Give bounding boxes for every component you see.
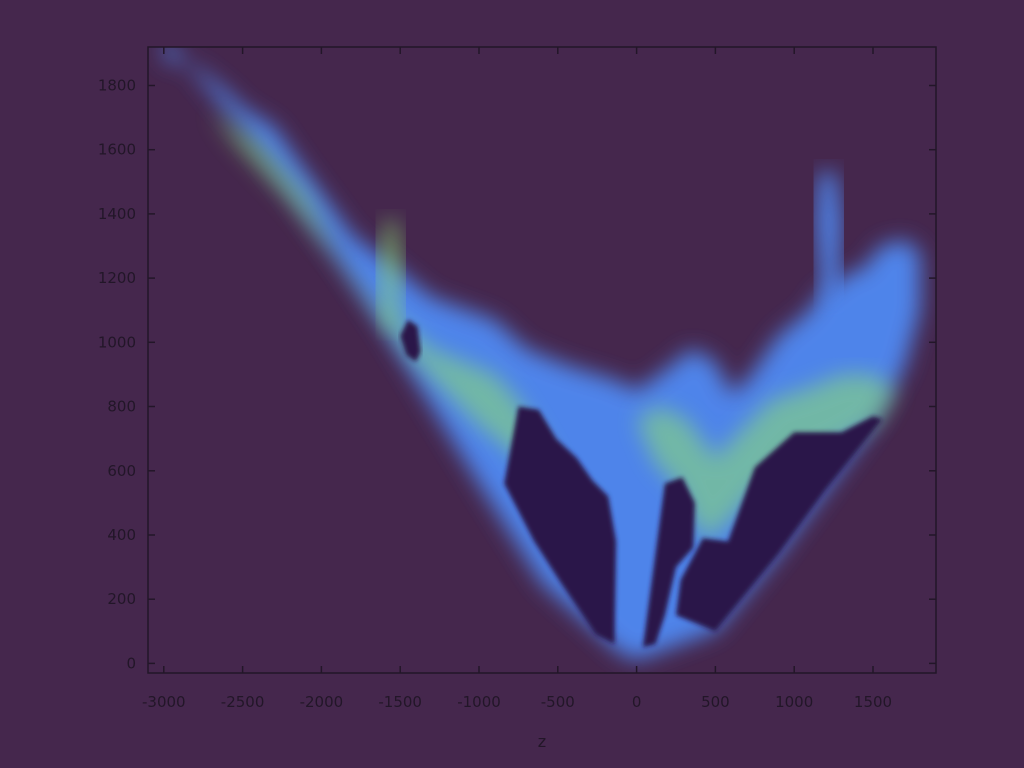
y-tick-label: 0 — [126, 654, 136, 672]
y-tick-label: 1600 — [98, 141, 136, 159]
x-tick-label: -500 — [541, 693, 575, 711]
heatmap-region-left-center-void — [504, 406, 617, 645]
x-tick-label: 500 — [701, 693, 730, 711]
x-axis: -3000 -2500 -2000 -1500 -1000 -500 0 500 1000 150… — [142, 47, 892, 711]
heatmap-region-upper-right-vertical-streak — [816, 172, 842, 304]
y-tick-label: 1800 — [98, 77, 136, 95]
y-tick-label: 1000 — [98, 333, 136, 351]
x-tick-label: 0 — [632, 693, 642, 711]
x-axis-label: z — [538, 732, 546, 751]
x-tick-label: 1500 — [854, 693, 892, 711]
heatmap-region-center-void — [642, 477, 695, 648]
y-tick-label: 800 — [107, 398, 136, 416]
heatmap-region-left-hole — [400, 319, 421, 362]
heatmap-region-left-dense-band — [211, 111, 596, 526]
plot-frame — [147, 46, 937, 674]
y-tick-label: 1200 — [98, 269, 136, 287]
y-tick-label: 200 — [107, 590, 136, 608]
x-tick-label: -2000 — [300, 693, 344, 711]
x-tick-label: -1500 — [378, 693, 422, 711]
y-tick-label: 400 — [107, 526, 136, 544]
x-tick-label: 1000 — [775, 693, 813, 711]
y-tick-label: 1400 — [98, 205, 136, 223]
y-axis: 0 200 400 600 800 1000 1200 1400 1600 1800 — [98, 77, 936, 672]
x-tick-label: -1000 — [457, 693, 501, 711]
heatmap-region-upper-left-vertical-streak — [378, 220, 404, 330]
density-layer — [164, 47, 921, 661]
y-tick-label: 600 — [107, 462, 136, 480]
x-tick-label: -3000 — [142, 693, 186, 711]
x-tick-label: -2500 — [221, 693, 265, 711]
heatmap-region-right-void — [676, 416, 883, 632]
